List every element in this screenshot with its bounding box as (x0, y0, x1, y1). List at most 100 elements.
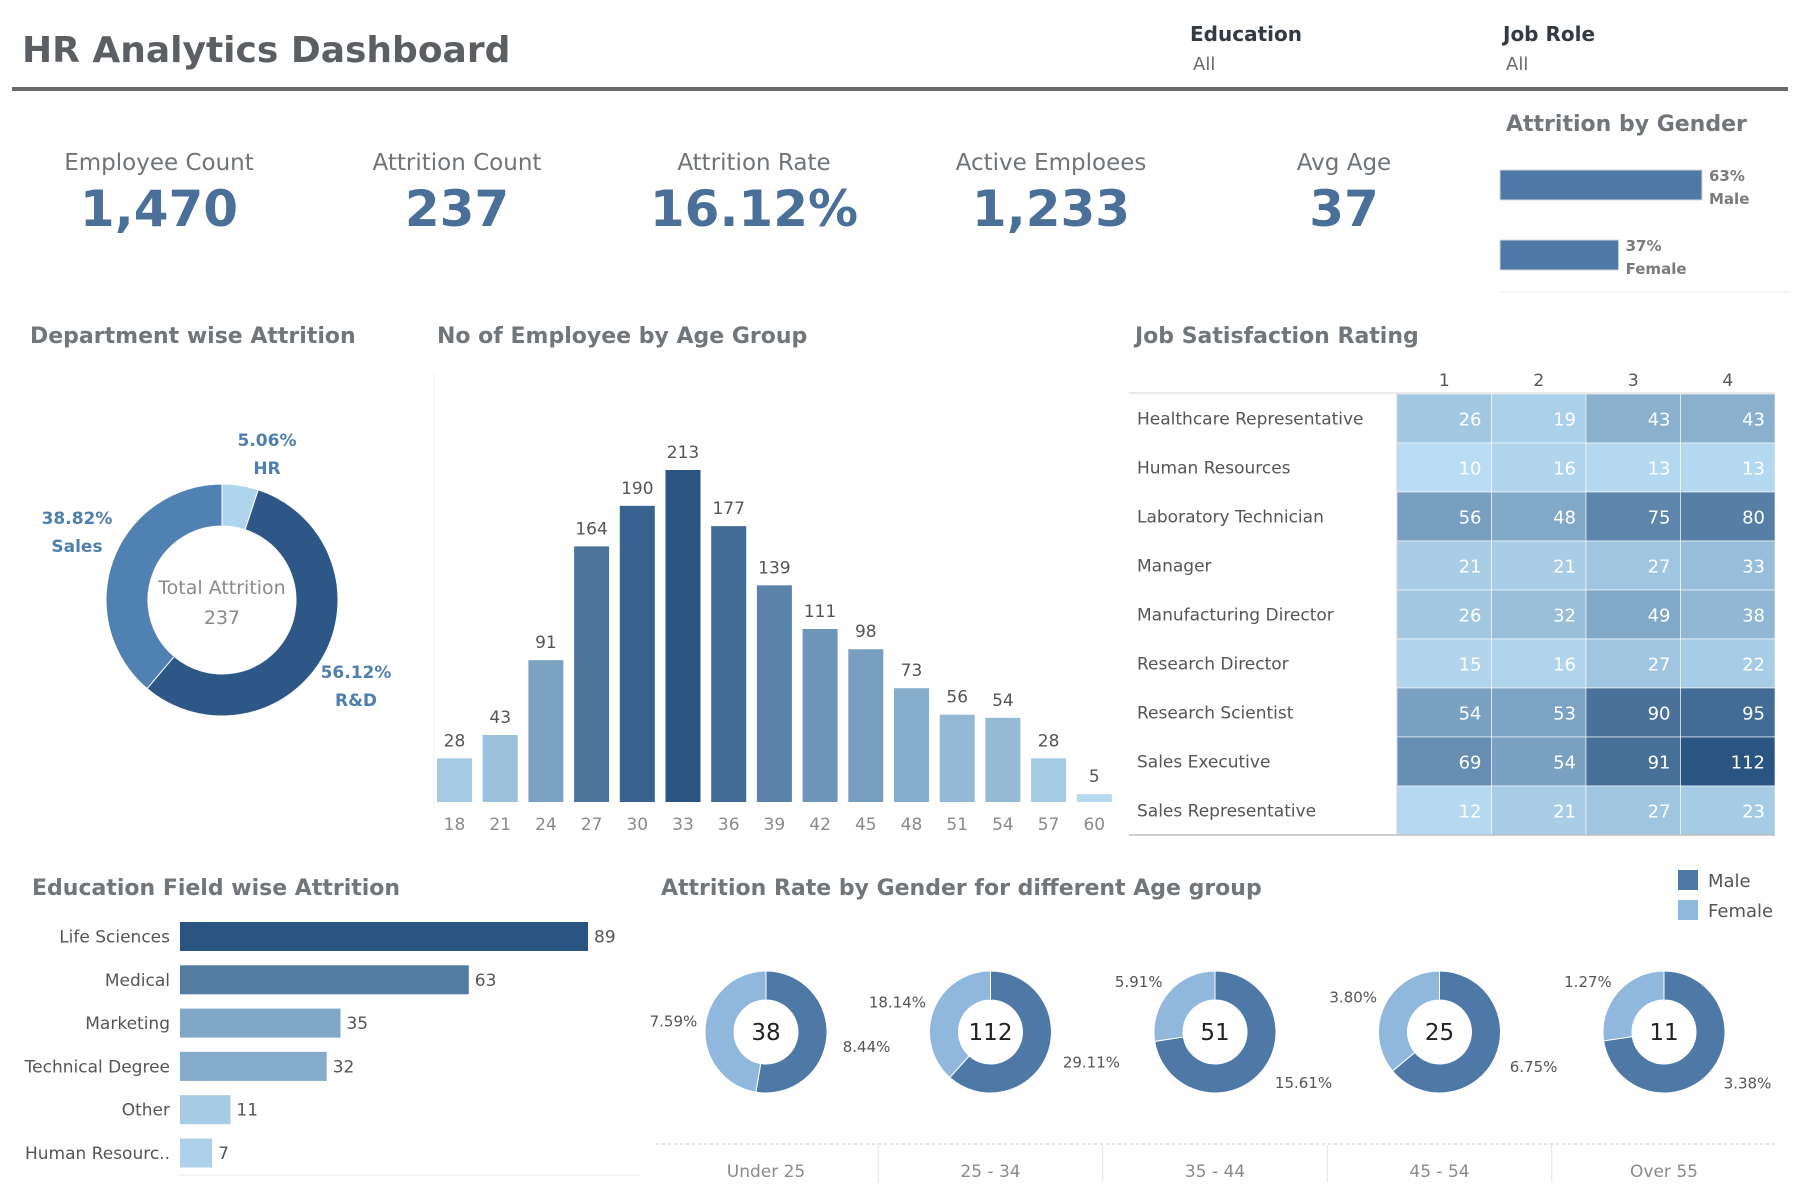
jobsat-cell-value: 27 (1648, 655, 1671, 676)
jobsat-cell[interactable] (1396, 638, 1492, 689)
education-bar[interactable] (180, 1138, 213, 1168)
age-tick-label: 21 (489, 815, 511, 835)
education-bar[interactable] (180, 1008, 341, 1038)
jobsat-cell-value: 43 (1648, 410, 1671, 431)
age-bar[interactable] (437, 758, 472, 802)
jobsat-cell-value: 27 (1648, 802, 1671, 823)
age-bar[interactable] (574, 546, 610, 802)
jobsat-cell[interactable] (1680, 393, 1776, 444)
age-bar-value: 111 (804, 602, 836, 622)
jobsat-cell[interactable] (1396, 442, 1492, 493)
jobsat-cell[interactable] (1585, 638, 1681, 689)
jobsat-cell[interactable] (1491, 736, 1587, 787)
age-bar[interactable] (939, 714, 975, 802)
agegender-group-label: Under 25 (727, 1162, 806, 1182)
filter-job-role[interactable]: Job Role All (1503, 22, 1595, 75)
education-bar[interactable] (180, 965, 469, 995)
jobsat-cell-value: 75 (1648, 508, 1671, 529)
age-bar[interactable] (848, 649, 884, 802)
jobsat-cell[interactable] (1585, 736, 1681, 787)
department-slice-rd[interactable] (146, 489, 339, 717)
agegender-slice-male[interactable] (1603, 970, 1726, 1094)
jobsat-cell[interactable] (1680, 785, 1776, 836)
jobsat-cell-value: 21 (1553, 557, 1576, 578)
jobsat-column-header: 1 (1439, 371, 1450, 391)
department-slice-sales[interactable] (105, 483, 223, 690)
kpi-active-employees-value: 1,233 (971, 180, 1131, 238)
jobsat-cell[interactable] (1491, 785, 1587, 836)
jobsat-cell-value: 112 (1731, 753, 1765, 774)
jobsat-column-header: 3 (1628, 371, 1639, 391)
age-bar-value: 56 (946, 688, 968, 708)
jobsat-cell-value: 80 (1742, 508, 1765, 529)
education-bar[interactable] (180, 1095, 231, 1125)
agegender-slice-female[interactable] (1602, 970, 1665, 1042)
age-bar[interactable] (802, 628, 838, 802)
jobsat-cell[interactable] (1396, 540, 1492, 591)
jobsat-cell-value: 56 (1459, 508, 1482, 529)
jobsat-cell[interactable] (1396, 687, 1492, 738)
agegender-slice-female[interactable] (929, 970, 991, 1079)
department-percent-label: 56.12% (321, 663, 392, 683)
age-bar[interactable] (711, 526, 747, 802)
jobsat-cell[interactable] (1680, 736, 1776, 787)
agegender-slice-female[interactable] (1153, 970, 1216, 1042)
filter-job-role-value[interactable]: All (1506, 54, 1529, 75)
education-category-label: Life Sciences (59, 928, 170, 948)
filter-education-value[interactable]: All (1193, 54, 1216, 75)
jobsat-cell[interactable] (1491, 589, 1587, 640)
jobsat-cell[interactable] (1680, 638, 1776, 689)
age-bar-value: 177 (712, 499, 744, 519)
agegender-slice-female[interactable] (704, 970, 767, 1093)
agegender-female-label: 3.80% (1329, 989, 1377, 1007)
jobsat-cell[interactable] (1396, 491, 1492, 542)
jobsat-cell[interactable] (1585, 540, 1681, 591)
age-bar[interactable] (665, 470, 701, 802)
agegender-slice-female[interactable] (1378, 970, 1440, 1072)
gender-value-label: 63% (1709, 167, 1745, 185)
age-bar[interactable] (619, 505, 655, 802)
jobsat-row-label: Sales Representative (1137, 802, 1316, 822)
agegender-slice-male[interactable] (755, 970, 828, 1094)
jobsat-cell[interactable] (1491, 491, 1587, 542)
agegender-female-label: 7.59% (650, 1012, 697, 1030)
jobsat-cell[interactable] (1680, 491, 1776, 542)
age-bar[interactable] (1031, 758, 1067, 802)
legend-swatch-male (1678, 870, 1698, 890)
agegender-male-label: 6.75% (1510, 1058, 1558, 1076)
age-bar[interactable] (894, 688, 929, 802)
jobsat-cell[interactable] (1491, 393, 1587, 444)
education-bar[interactable] (180, 922, 588, 951)
jobsat-cell[interactable] (1680, 442, 1776, 493)
agegender-slice-male[interactable] (1391, 970, 1501, 1094)
age-bar[interactable] (985, 717, 1021, 802)
jobsat-cell-value: 22 (1742, 655, 1765, 676)
age-bar-value: 213 (667, 443, 699, 463)
agegender-slice-male[interactable] (1154, 970, 1277, 1094)
jobsat-cell[interactable] (1680, 687, 1776, 738)
jobsat-cell[interactable] (1680, 589, 1776, 640)
jobsat-cell[interactable] (1396, 589, 1492, 640)
kpi-avg-age: Avg Age 37 (1214, 150, 1474, 238)
education-bar[interactable] (180, 1051, 327, 1081)
gender-bar-female[interactable] (1499, 239, 1620, 271)
agegender-total: 51 (1200, 1020, 1229, 1046)
jobsat-cell[interactable] (1585, 589, 1681, 640)
filter-education[interactable]: Education All (1190, 22, 1302, 75)
jobsat-cell[interactable] (1585, 491, 1681, 542)
jobsat-cell[interactable] (1396, 785, 1492, 836)
jobsat-cell[interactable] (1491, 442, 1587, 493)
age-bar[interactable] (1076, 794, 1112, 802)
age-bar[interactable] (756, 585, 792, 802)
age-bar[interactable] (482, 734, 518, 802)
jobsat-cell[interactable] (1585, 687, 1681, 738)
kpi-attrition-rate-label: Attrition Rate (677, 150, 831, 176)
gender-bar-male[interactable] (1499, 169, 1703, 201)
agegender-slice-male[interactable] (949, 970, 1052, 1094)
department-chart-title: Department wise Attrition (30, 324, 356, 349)
age-bar[interactable] (528, 660, 564, 802)
jobsat-cell[interactable] (1585, 393, 1681, 444)
age-bar-value: 98 (855, 622, 877, 642)
jobsat-cell-value: 21 (1553, 802, 1576, 823)
kpi-avg-age-label: Avg Age (1296, 150, 1392, 176)
